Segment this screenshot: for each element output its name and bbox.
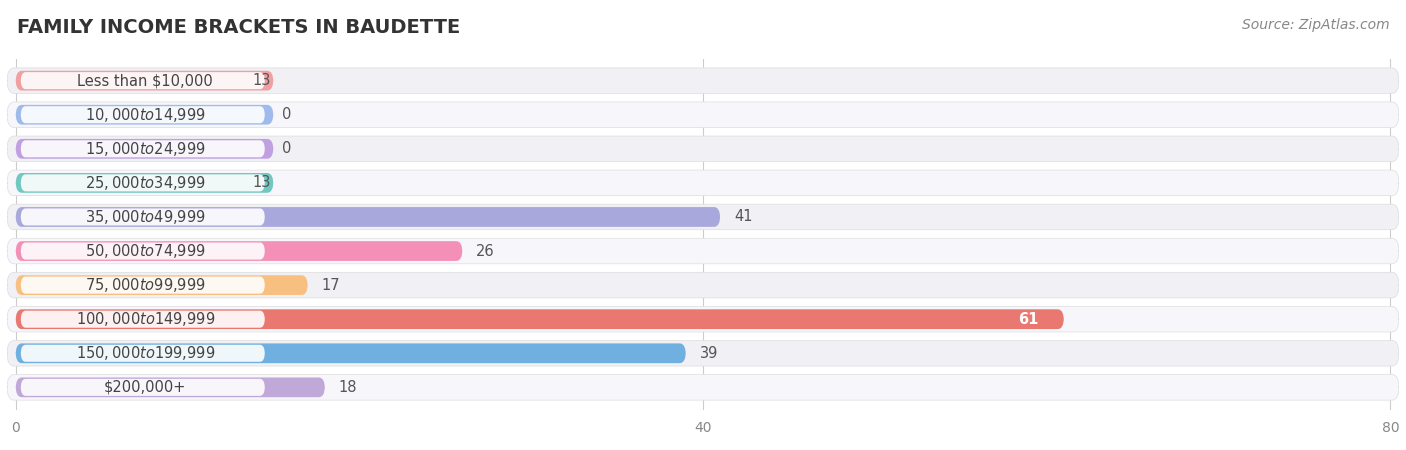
Text: $100,000 to $149,999: $100,000 to $149,999 [76, 310, 215, 328]
Text: 61: 61 [1018, 312, 1038, 327]
FancyBboxPatch shape [7, 170, 1399, 196]
FancyBboxPatch shape [21, 345, 264, 362]
FancyBboxPatch shape [7, 68, 1399, 94]
FancyBboxPatch shape [15, 105, 273, 125]
FancyBboxPatch shape [15, 275, 308, 295]
Text: 39: 39 [700, 346, 718, 361]
Text: 13: 13 [253, 73, 271, 88]
Text: $15,000 to $24,999: $15,000 to $24,999 [84, 140, 205, 158]
Text: $10,000 to $14,999: $10,000 to $14,999 [84, 106, 205, 124]
FancyBboxPatch shape [15, 378, 325, 397]
FancyBboxPatch shape [15, 309, 1064, 329]
FancyBboxPatch shape [21, 208, 264, 225]
FancyBboxPatch shape [15, 343, 686, 363]
FancyBboxPatch shape [21, 379, 264, 396]
FancyBboxPatch shape [15, 139, 273, 159]
FancyBboxPatch shape [7, 102, 1399, 127]
FancyBboxPatch shape [21, 140, 264, 158]
Text: $35,000 to $49,999: $35,000 to $49,999 [84, 208, 205, 226]
Text: $75,000 to $99,999: $75,000 to $99,999 [84, 276, 205, 294]
FancyBboxPatch shape [15, 173, 273, 193]
FancyBboxPatch shape [7, 374, 1399, 400]
Text: 18: 18 [339, 380, 357, 395]
Text: FAMILY INCOME BRACKETS IN BAUDETTE: FAMILY INCOME BRACKETS IN BAUDETTE [17, 18, 460, 37]
Text: 0: 0 [283, 107, 291, 122]
Text: $25,000 to $34,999: $25,000 to $34,999 [84, 174, 205, 192]
Text: 41: 41 [734, 209, 752, 225]
FancyBboxPatch shape [21, 106, 264, 123]
FancyBboxPatch shape [7, 306, 1399, 332]
FancyBboxPatch shape [7, 341, 1399, 366]
FancyBboxPatch shape [7, 204, 1399, 230]
FancyBboxPatch shape [21, 174, 264, 191]
FancyBboxPatch shape [15, 207, 720, 227]
FancyBboxPatch shape [7, 136, 1399, 162]
FancyBboxPatch shape [15, 71, 273, 90]
FancyBboxPatch shape [21, 72, 264, 89]
FancyBboxPatch shape [21, 243, 264, 260]
Text: $50,000 to $74,999: $50,000 to $74,999 [84, 242, 205, 260]
Text: 17: 17 [322, 278, 340, 292]
FancyBboxPatch shape [7, 238, 1399, 264]
Text: $150,000 to $199,999: $150,000 to $199,999 [76, 344, 215, 362]
Text: 13: 13 [253, 176, 271, 190]
Text: 26: 26 [477, 243, 495, 259]
FancyBboxPatch shape [7, 272, 1399, 298]
Text: $200,000+: $200,000+ [104, 380, 187, 395]
FancyBboxPatch shape [21, 277, 264, 294]
Text: 0: 0 [283, 141, 291, 156]
Text: Less than $10,000: Less than $10,000 [77, 73, 214, 88]
FancyBboxPatch shape [21, 310, 264, 328]
Text: Source: ZipAtlas.com: Source: ZipAtlas.com [1241, 18, 1389, 32]
FancyBboxPatch shape [15, 241, 463, 261]
